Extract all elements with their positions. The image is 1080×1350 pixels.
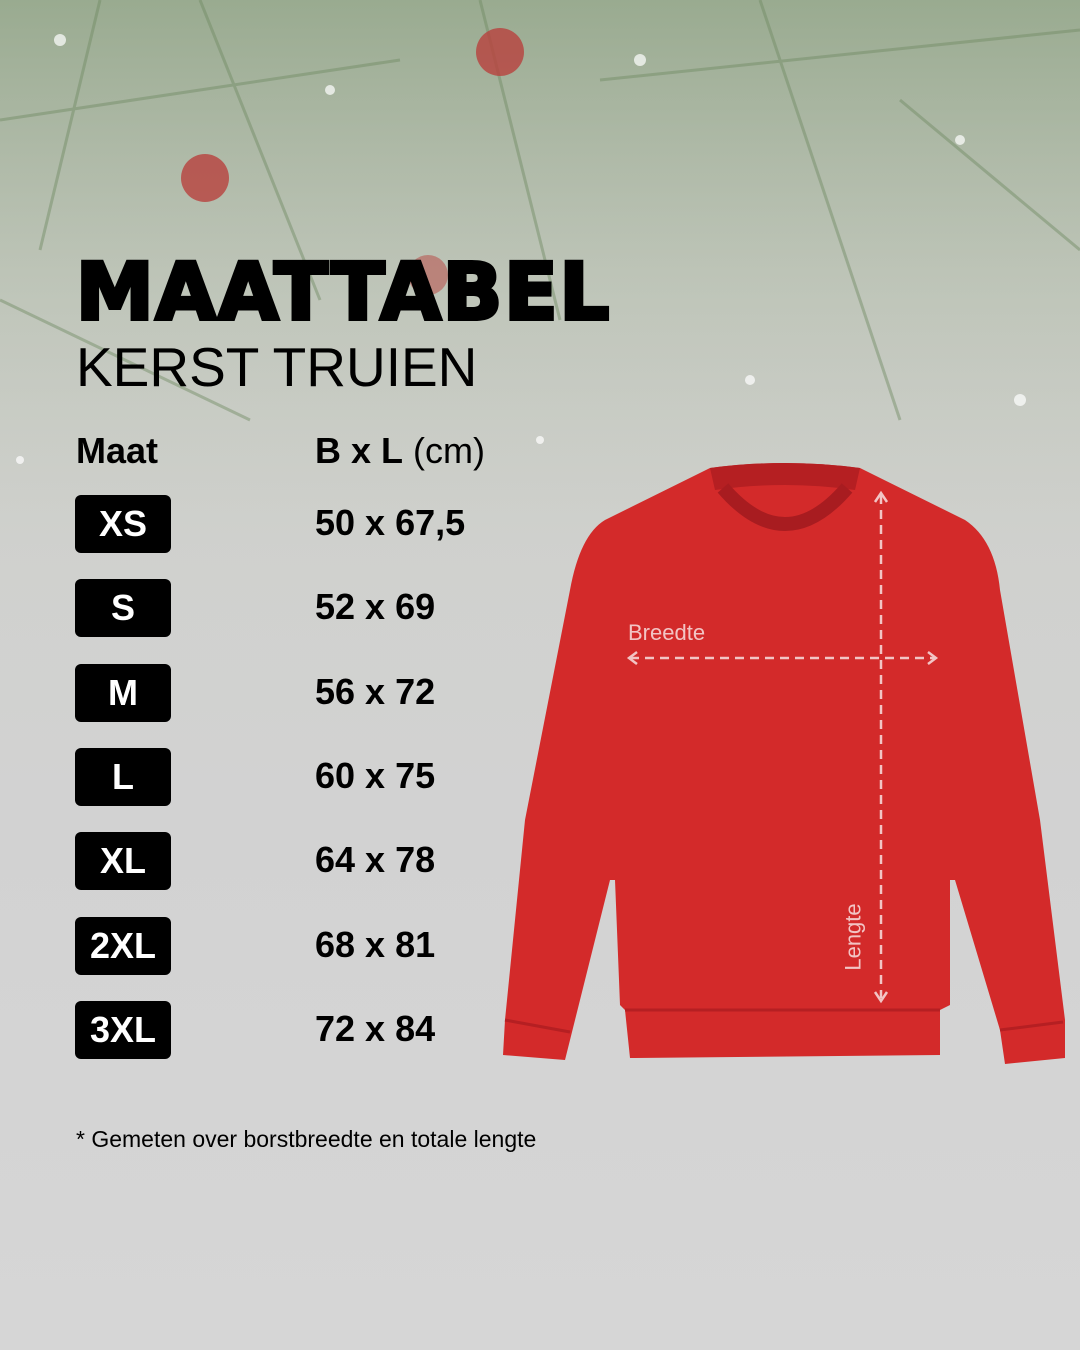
size-badge: 3XL (75, 1000, 171, 1059)
size-dimensions: 60 x 75 (315, 754, 436, 796)
size-badge: S (75, 579, 171, 638)
size-row: XS 50 x 67,5 (75, 495, 495, 553)
size-badge: 2XL (75, 916, 171, 975)
size-row: S 52 x 69 (75, 579, 495, 638)
sweater-shape (503, 463, 1065, 1064)
size-row: L 60 x 75 (75, 747, 495, 806)
size-badge: L (75, 747, 171, 806)
size-dimensions: 68 x 81 (315, 923, 436, 965)
size-dimensions: 56 x 72 (315, 670, 436, 712)
dimensions-column-header: B x L (cm) (315, 430, 485, 471)
size-row: M 56 x 72 (75, 663, 495, 722)
arrow-left-icon (626, 651, 638, 665)
size-row: 2XL 68 x 81 (75, 916, 495, 975)
size-badge: XS (75, 495, 171, 553)
size-badge: XL (75, 832, 171, 891)
arrow-right-icon (927, 651, 939, 665)
size-column-header: Maat (76, 430, 159, 471)
size-dimensions: 72 x 84 (315, 1007, 436, 1049)
pine-branch-background (0, 0, 1080, 620)
page-subtitle: KERST TRUIEN (76, 336, 478, 398)
size-row: XL 64 x 78 (75, 832, 495, 891)
width-label: Breedte (628, 620, 706, 645)
size-badge: M (75, 663, 171, 722)
size-dimensions: 50 x 67,5 (315, 502, 466, 543)
length-label: Lengte (840, 903, 866, 971)
size-row: 3XL 72 x 84 (75, 1000, 495, 1059)
arrow-up-icon (873, 490, 889, 503)
size-dimensions: 64 x 78 (315, 839, 436, 881)
size-dimensions: 52 x 69 (315, 586, 436, 628)
sweater-diagram (503, 463, 1065, 1064)
footnote: * Gemeten over borstbreedte en totale le… (76, 1126, 537, 1152)
arrow-down-icon (873, 991, 889, 1004)
page-title: MAATTABEL (74, 248, 612, 338)
